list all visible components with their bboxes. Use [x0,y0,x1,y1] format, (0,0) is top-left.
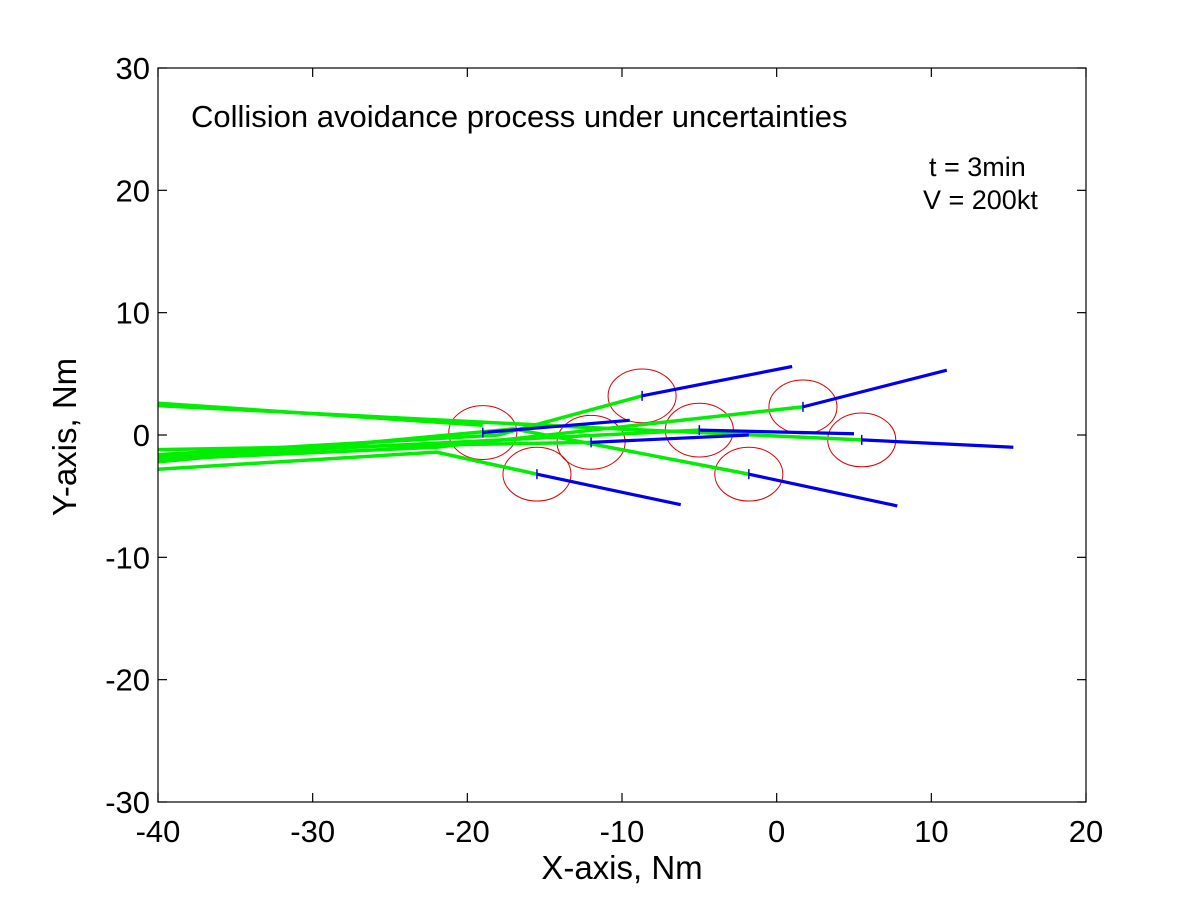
speed-annotation: V = 200kt [923,185,1038,215]
x-tick-label: -40 [136,814,181,849]
chart-caption: Collision avoidance process under uncert… [191,99,848,134]
aircraft-2-flown-path [157,450,538,476]
x-tick-label: 10 [914,814,948,849]
aircraft-6-flown-path [157,405,804,462]
x-tick-label: 20 [1069,814,1103,849]
aircraft-7-uncertainty-circle [714,446,784,502]
aircraft-1-uncertainty-circle [448,405,518,460]
y-tick-label: 30 [116,51,150,86]
aircraft-1-projected-path [482,418,630,435]
aircraft-4-projected-path [641,364,793,398]
x-tick-label: 0 [768,814,785,849]
aircraft-position-markers [482,390,863,480]
x-tick-label: -30 [290,814,335,849]
time-annotation: t = 3min [929,152,1026,182]
aircraft-3-projected-path [590,433,749,444]
x-tick-label: -20 [445,814,490,849]
y-tick-label: 20 [116,173,150,208]
aircraft-8-flown-path [157,403,862,442]
aircraft-2-uncertainty-circle [502,446,572,502]
aircraft-4-flown-path [157,394,643,457]
aircraft-2-projected-path [536,472,682,507]
axis-ticks [157,67,1087,803]
aircraft-7-projected-path [748,472,898,508]
y-tick-label: -20 [105,663,150,698]
aircraft-6-projected-path [802,368,948,409]
x-axis-title: X-axis, Nm [541,849,702,886]
y-tick-label: -30 [105,785,150,820]
y-tick-label: -10 [105,540,150,575]
aircraft-5-projected-path [699,428,855,436]
y-tick-label: 0 [133,418,150,453]
x-tick-label: -10 [600,814,645,849]
aircraft-4-uncertainty-circle [607,368,677,424]
y-axis-title: Y-axis, Nm [46,358,83,516]
x-tick-labels: -40 -30 -20 -10 0 10 20 [136,814,1104,849]
y-tick-labels: -30 -20 -10 0 10 20 30 [105,51,150,820]
aircraft-8-projected-path [861,438,1014,449]
projected-paths [482,364,1014,508]
y-tick-label: 10 [116,296,150,331]
